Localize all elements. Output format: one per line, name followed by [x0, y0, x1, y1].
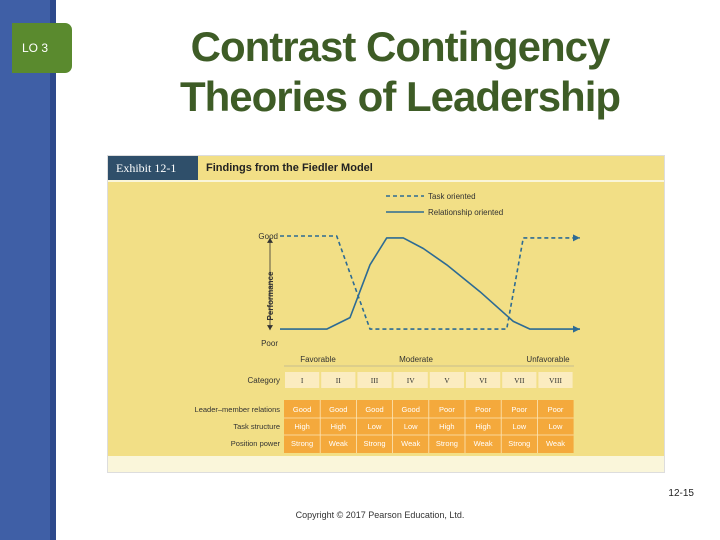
y-tick-label-good: Good: [258, 232, 278, 241]
page-number: 12-15: [668, 488, 694, 499]
learning-objective-label: LO 3: [22, 41, 49, 55]
table-cell: Low: [368, 422, 382, 431]
legend-label-task-oriented: Task oriented: [428, 192, 476, 201]
table-cell: Poor: [439, 405, 455, 414]
series-arrow-relationship-oriented: [573, 325, 580, 333]
table-cell: Weak: [474, 439, 493, 448]
y-axis-label: Performance: [266, 271, 275, 320]
exhibit-header: Exhibit 12-1 Findings from the Fiedler M…: [108, 156, 664, 180]
table-cell: Weak: [329, 439, 348, 448]
category-cell: [357, 372, 392, 388]
category-label-VI: VI: [479, 376, 487, 385]
category-label-VIII: VIII: [549, 376, 562, 385]
category-cell: [321, 372, 356, 388]
exhibit-number: Exhibit 12-1: [108, 156, 198, 180]
category-label-III: III: [371, 376, 379, 385]
table-row-label: Position power: [231, 439, 281, 448]
category-row-label: Category: [248, 376, 280, 385]
slide-title: Contrast Contingency Theories of Leaders…: [110, 22, 690, 122]
exhibit-title: Findings from the Fiedler Model: [206, 162, 373, 174]
table-cell: Good: [365, 405, 383, 414]
table-cell: Low: [549, 422, 563, 431]
table-cell: Strong: [436, 439, 458, 448]
category-label-IV: IV: [407, 376, 415, 385]
y-tick-label-poor: Poor: [261, 339, 278, 348]
table-cell: Poor: [475, 405, 491, 414]
category-cell: [285, 372, 320, 388]
table-cell: Strong: [508, 439, 530, 448]
favorability-label-moderate: Moderate: [399, 355, 433, 364]
y-axis-arrow-down: [267, 325, 273, 331]
legend-label-relationship-oriented: Relationship oriented: [428, 208, 503, 217]
category-cell: [466, 372, 501, 388]
category-cell: [393, 372, 428, 388]
left-accent-bar: [0, 0, 56, 540]
table-cell: High: [475, 422, 490, 431]
left-accent-bar-edge: [50, 0, 56, 540]
favorability-label-unfavorable: Unfavorable: [526, 355, 570, 364]
category-label-II: II: [336, 376, 341, 385]
series-line-task-oriented: [280, 235, 580, 330]
table-cell: Strong: [363, 439, 385, 448]
slide-title-line-1: Contrast Contingency: [190, 23, 611, 70]
table-cell: Low: [404, 422, 418, 431]
table-row-label: Task structure: [233, 422, 280, 431]
table-cell: Good: [402, 405, 420, 414]
table-cell: Strong: [291, 439, 313, 448]
category-label-V: V: [444, 376, 450, 385]
table-cell: Poor: [511, 405, 527, 414]
series-arrow-task-oriented: [573, 234, 580, 242]
table-cell: High: [294, 422, 309, 431]
table-cell: Weak: [401, 439, 420, 448]
table-cell: Low: [512, 422, 526, 431]
y-axis-arrow-up: [267, 237, 273, 243]
category-cell: [429, 372, 464, 388]
series-line-relationship-oriented: [280, 237, 580, 330]
category-label-I: I: [301, 376, 304, 385]
category-label-VII: VII: [514, 376, 525, 385]
table-cell: Good: [329, 405, 347, 414]
slide-title-line-2: Theories of Leadership: [179, 73, 621, 120]
category-cell: [538, 372, 573, 388]
learning-objective-tab: LO 3: [12, 23, 72, 73]
exhibit-figure: Exhibit 12-1 Findings from the Fiedler M…: [107, 155, 665, 473]
favorability-label-favorable: Favorable: [300, 355, 336, 364]
table-cell: Weak: [546, 439, 565, 448]
fiedler-chart: Task oriented Relationship oriented Good Po…: [108, 182, 664, 456]
table-cell: Poor: [548, 405, 564, 414]
table-row-label: Leader–member relations: [195, 405, 281, 414]
table-cell: Good: [293, 405, 311, 414]
copyright-notice: Copyright © 2017 Pearson Education, Ltd.: [295, 510, 465, 520]
category-cell: [502, 372, 537, 388]
table-cell: High: [331, 422, 346, 431]
table-cell: High: [439, 422, 454, 431]
